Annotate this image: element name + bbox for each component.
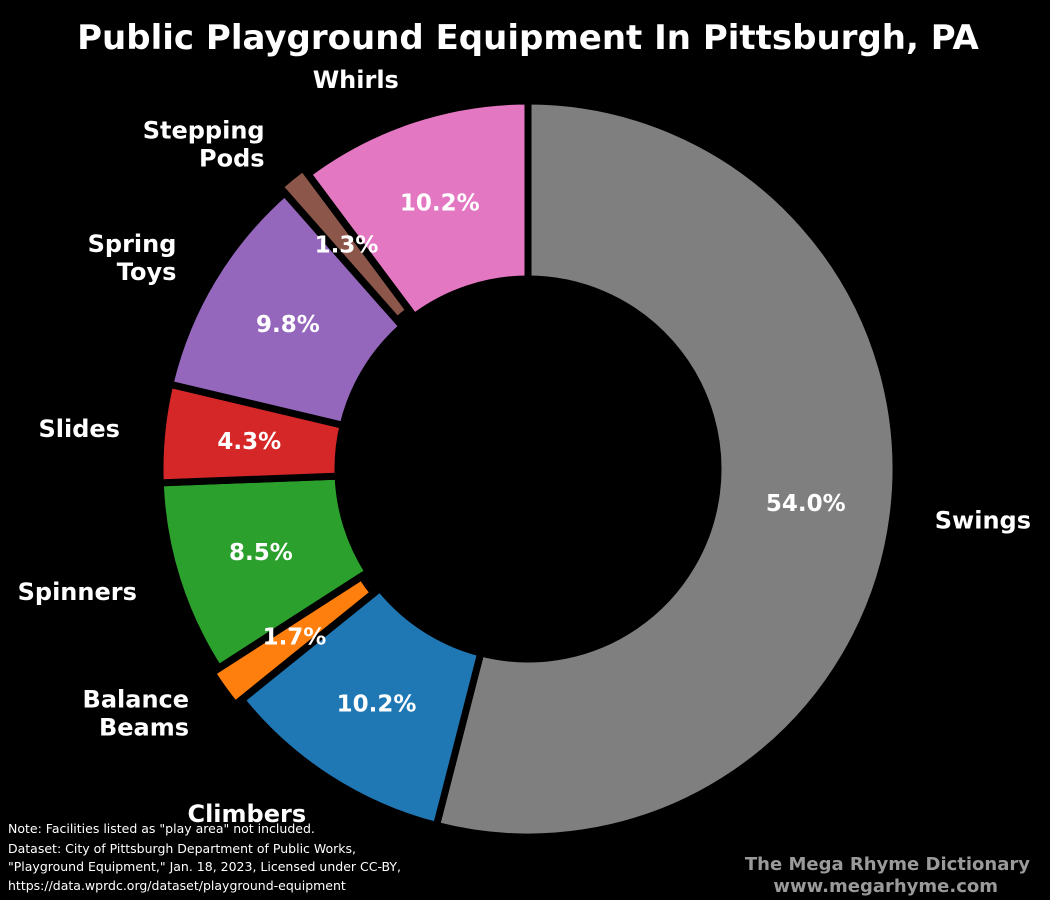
pct-label-spinners: 8.5% [229,540,293,566]
branding: The Mega Rhyme Dictionary www.megarhyme.… [745,854,1030,897]
category-label-balance-beams: Balance Beams [83,686,190,742]
pct-label-spring-toys: 9.8% [256,312,320,338]
branding-line-1: The Mega Rhyme Dictionary [745,854,1030,875]
category-label-whirls: Whirls [313,66,399,94]
pct-label-climbers: 10.2% [337,691,417,717]
category-label-climbers: Climbers [187,800,306,828]
category-label-swings: Swings [935,506,1031,534]
pct-label-whirls: 10.2% [400,190,480,216]
slice-whirls [303,97,532,322]
pct-label-swings: 54.0% [766,491,846,517]
pct-label-slides: 4.3% [217,429,281,455]
category-label-spring-toys: Spring Toys [88,230,177,286]
note-line-1: Note: Facilities listed as "play area" n… [8,821,315,836]
slices-group [156,97,900,841]
note-line-4: https://data.wprdc.org/dataset/playgroun… [8,878,346,893]
category-label-spinners: Spinners [18,578,137,606]
percent-labels-group: 54.0% 10.2% 1.7% 8.5% 4.3% 9.8% 1.3% 10.2% [217,190,845,717]
category-labels-group: Swings Climbers Balance Beams Spinners Slides… [18,66,1031,828]
pct-label-stepping-pods: 1.3% [315,232,379,258]
category-label-slides: Slides [38,415,119,443]
note-line-3: "Playground Equipment," Jan. 18, 2023, L… [8,859,401,874]
note-line-2: Dataset: City of Pittsburgh Department o… [8,841,356,856]
branding-line-2: www.megarhyme.com [773,876,998,897]
pct-label-balance-beams: 1.7% [263,625,327,651]
slice-swings [432,97,900,841]
notes: Note: Facilities listed as "play area" n… [8,821,401,893]
chart-title: Public Playground Equipment In Pittsburg… [77,18,979,58]
category-label-stepping-pods: Stepping Pods [143,116,265,172]
